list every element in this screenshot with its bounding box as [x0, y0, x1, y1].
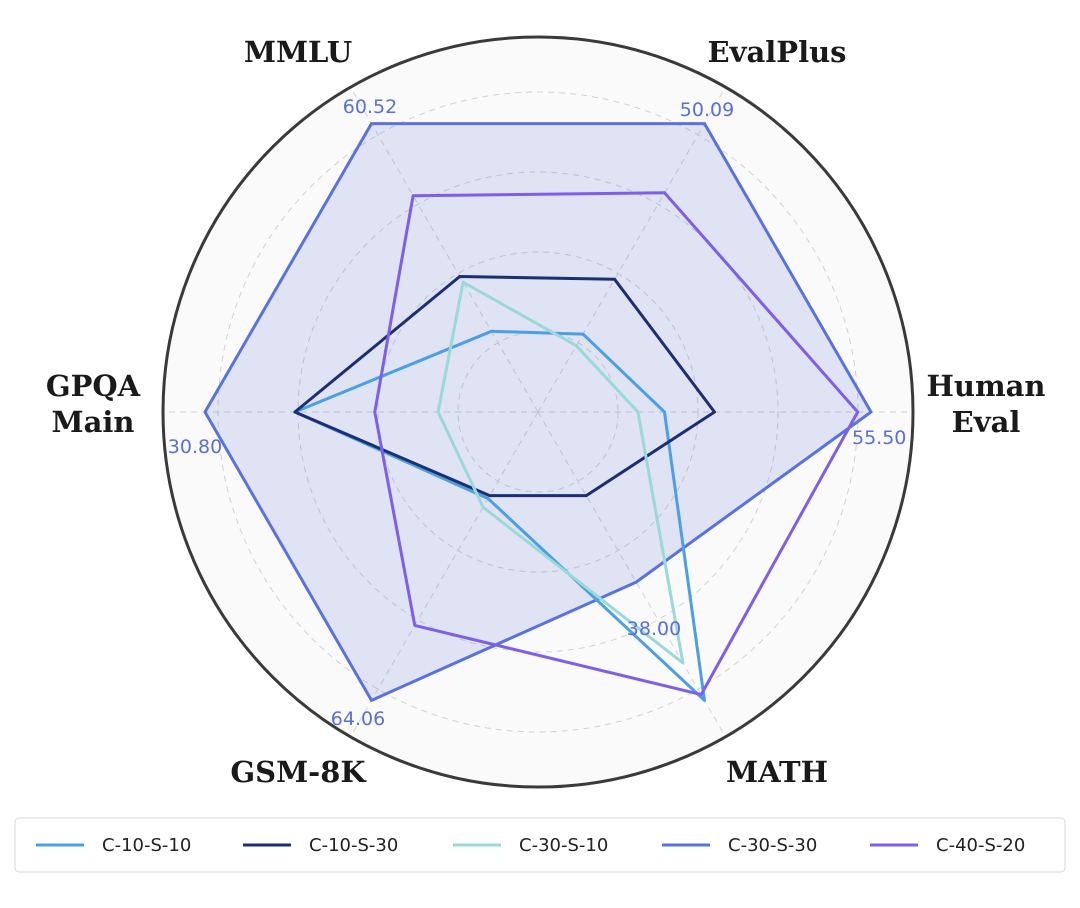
legend-item-label: C-10-S-10 [102, 835, 191, 856]
grid-spoke [350, 411, 539, 738]
series-c-30-s-10 [436, 280, 685, 665]
axis-label-line: Human [926, 369, 1045, 403]
grid-spoke [537, 411, 726, 738]
axis-label: GPQA Main [46, 369, 141, 439]
series-c-10-s-30 [293, 275, 716, 498]
legend-item-label: C-30-S-30 [728, 835, 817, 856]
axis-label-line: EvalPlus [708, 35, 847, 69]
axis-max-label: 64.06 [331, 708, 385, 730]
series-c-30-s-30 [203, 122, 873, 702]
axis-max-label: 55.50 [852, 427, 906, 449]
axis-label: GSM-8K [230, 755, 367, 789]
axis-label-line: MATH [726, 755, 828, 789]
axis-max-label: 60.52 [343, 96, 397, 118]
legend-box [14, 817, 1066, 873]
axis-max-label: 30.80 [168, 436, 222, 458]
legend-item-label: C-40-S-20 [936, 835, 1025, 856]
grid-spoke [350, 86, 539, 413]
axis-label-line: GPQA [46, 369, 141, 403]
axis-label-line: Eval [952, 405, 1021, 439]
axis-label-line: GSM-8K [230, 755, 367, 789]
axis-label: EvalPlus [708, 35, 847, 69]
axis-label: MMLU [244, 35, 352, 69]
series-c-40-s-20 [373, 191, 860, 697]
legend-item-label: C-30-S-10 [519, 835, 608, 856]
grid-spoke [537, 86, 726, 413]
outer-circle [161, 35, 915, 789]
axis-max-label: 50.09 [680, 99, 734, 121]
axis-max-label: 38.00 [627, 618, 681, 640]
axis-label-line: Main [52, 405, 135, 439]
axis-label: Human Eval [926, 369, 1045, 439]
legend-item-label: C-10-S-30 [309, 835, 398, 856]
axis-label: MATH [726, 755, 828, 789]
axis-label-line: MMLU [244, 35, 352, 69]
